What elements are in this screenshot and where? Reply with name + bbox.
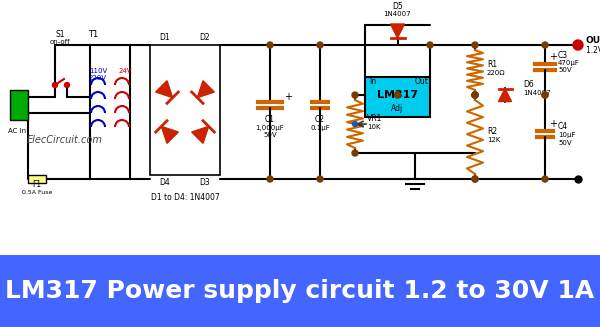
Circle shape: [472, 176, 478, 182]
Circle shape: [472, 42, 478, 48]
Text: 12K: 12K: [487, 137, 500, 143]
Circle shape: [472, 92, 478, 98]
Text: +: +: [284, 92, 292, 102]
Text: on-off: on-off: [50, 39, 70, 45]
Text: 1N4007: 1N4007: [383, 11, 412, 17]
Circle shape: [427, 42, 433, 48]
Text: R1: R1: [487, 60, 497, 69]
Circle shape: [317, 42, 323, 48]
Bar: [365, 77, 430, 117]
Text: In: In: [370, 77, 377, 86]
Polygon shape: [391, 24, 404, 38]
Text: 220Ω: 220Ω: [487, 70, 506, 76]
Polygon shape: [499, 89, 511, 101]
Text: LM317 Power supply circuit 1.2 to 30V 1A: LM317 Power supply circuit 1.2 to 30V 1A: [5, 279, 595, 303]
Text: D5: D5: [392, 2, 403, 11]
Circle shape: [542, 92, 548, 98]
Text: D1: D1: [160, 33, 170, 42]
Text: 0.5A Fuse: 0.5A Fuse: [22, 190, 52, 195]
Circle shape: [352, 150, 358, 156]
Text: T1: T1: [88, 30, 98, 39]
Text: 470μF: 470μF: [558, 60, 580, 66]
Text: 24V: 24V: [118, 68, 132, 74]
Bar: [28, 175, 46, 183]
Circle shape: [472, 92, 478, 98]
Bar: [10, 90, 28, 120]
Text: D1 to D4: 1N4007: D1 to D4: 1N4007: [151, 193, 220, 202]
Text: 50V: 50V: [558, 67, 572, 73]
Polygon shape: [197, 81, 214, 98]
Text: C3: C3: [558, 51, 568, 60]
Circle shape: [573, 40, 583, 50]
Circle shape: [542, 176, 548, 182]
Circle shape: [353, 122, 358, 127]
Text: 10K: 10K: [367, 124, 380, 130]
Text: LM317: LM317: [377, 90, 418, 100]
Text: ElecCircuit.com: ElecCircuit.com: [27, 135, 103, 145]
Polygon shape: [191, 126, 209, 143]
Polygon shape: [161, 126, 178, 143]
Text: R2: R2: [487, 127, 497, 136]
Text: +: +: [549, 52, 557, 62]
Circle shape: [542, 42, 548, 48]
Bar: [150, 45, 220, 175]
Circle shape: [472, 92, 478, 98]
Circle shape: [317, 176, 323, 182]
Text: Adj: Adj: [391, 104, 404, 113]
Text: 1N4007: 1N4007: [523, 90, 551, 96]
Text: D2: D2: [200, 33, 211, 42]
Circle shape: [472, 92, 478, 98]
Circle shape: [65, 82, 70, 88]
Text: AC in: AC in: [8, 128, 26, 134]
Text: C1: C1: [265, 115, 275, 124]
Text: S1: S1: [55, 30, 65, 39]
Circle shape: [267, 42, 273, 48]
Circle shape: [395, 92, 401, 98]
Text: OUTPUT: OUTPUT: [586, 36, 600, 44]
Text: 220V: 220V: [89, 75, 107, 81]
Text: 50V: 50V: [263, 132, 277, 138]
Text: 1.2V to 30V: 1.2V to 30V: [586, 45, 600, 55]
Circle shape: [267, 176, 273, 182]
Polygon shape: [155, 81, 173, 98]
Text: C4: C4: [558, 122, 568, 131]
Circle shape: [53, 82, 58, 88]
Text: F1: F1: [32, 180, 41, 189]
Text: D3: D3: [200, 178, 211, 187]
Bar: [90, 45, 130, 179]
Text: C2: C2: [315, 115, 325, 124]
Text: 0.1μF: 0.1μF: [310, 125, 330, 131]
Text: D4: D4: [160, 178, 170, 187]
Text: 110V: 110V: [89, 68, 107, 74]
Text: 50V: 50V: [558, 140, 572, 146]
Text: +: +: [549, 119, 557, 129]
Text: 10μF: 10μF: [558, 132, 575, 138]
Text: VR1: VR1: [367, 114, 382, 123]
Circle shape: [542, 92, 548, 98]
Circle shape: [352, 92, 358, 98]
Circle shape: [472, 176, 478, 182]
Text: D6: D6: [523, 80, 534, 89]
Text: Out: Out: [415, 77, 429, 86]
Text: 1,000μF: 1,000μF: [256, 125, 284, 131]
